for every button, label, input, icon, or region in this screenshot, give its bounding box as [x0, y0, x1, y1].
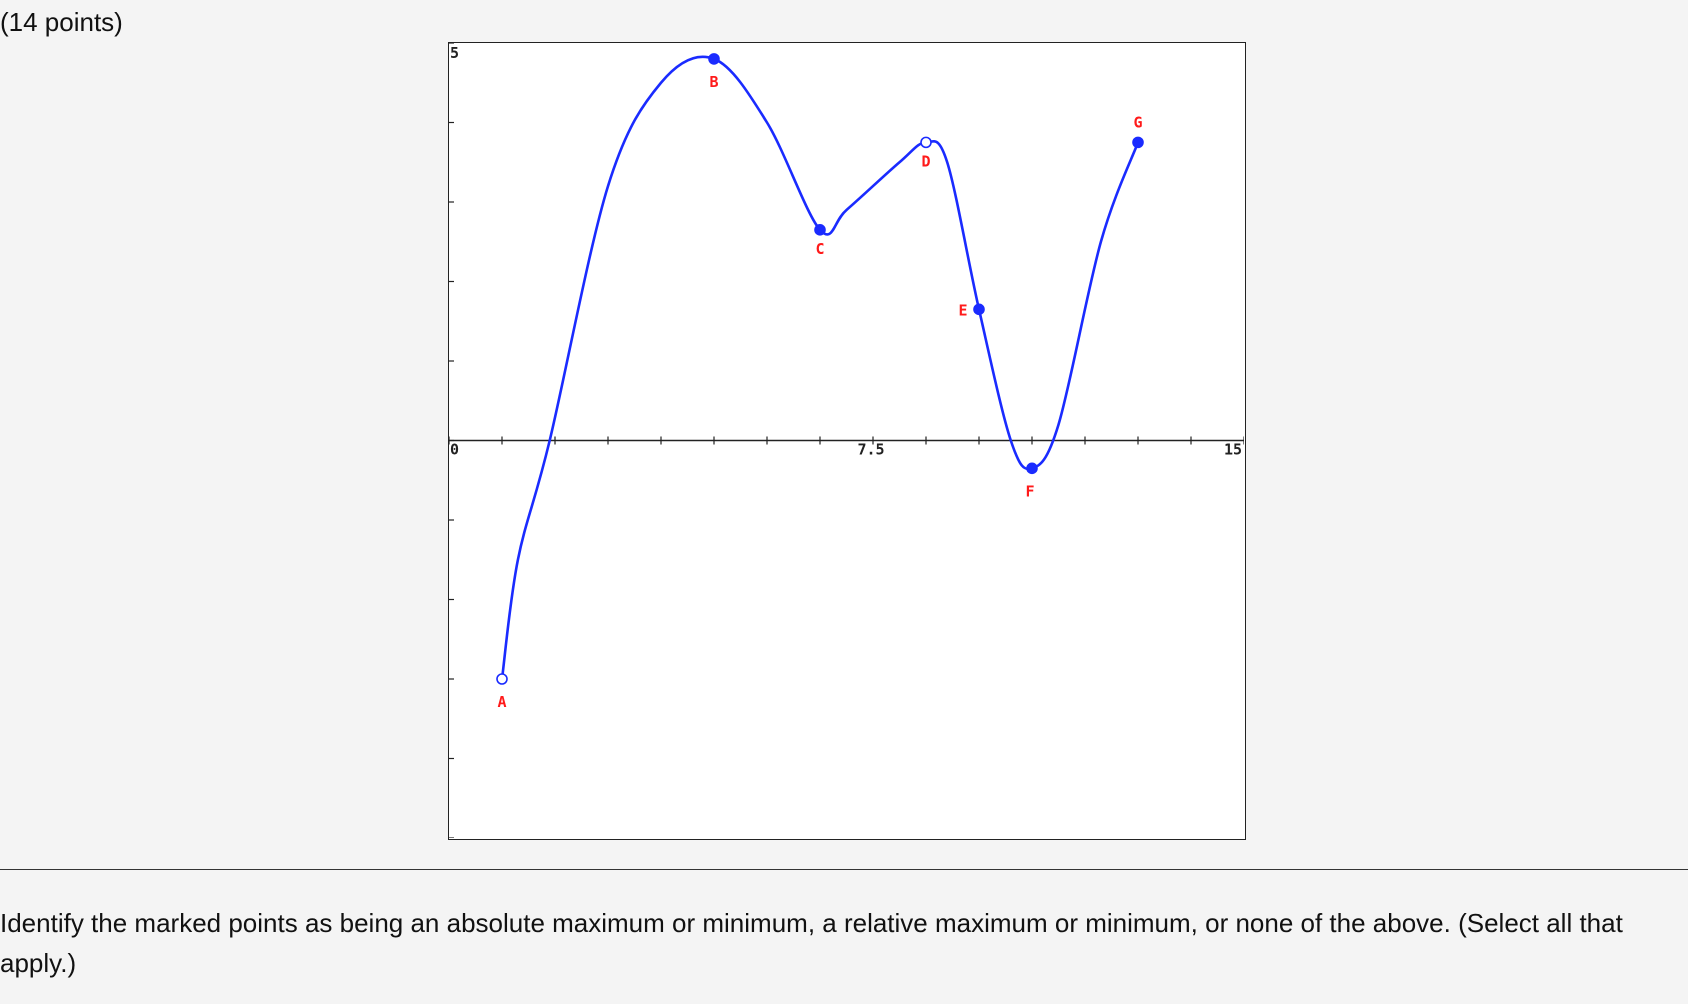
- point-marker-g: [1132, 136, 1144, 149]
- point-label-e: E: [958, 301, 967, 319]
- point-marker-c: [814, 224, 826, 236]
- function-curve: [500, 55, 1140, 680]
- point-label-d: D: [921, 152, 930, 170]
- x-axis-ticks: [449, 436, 1244, 445]
- point-marker-e: [973, 303, 985, 316]
- point-marker-f: [1026, 462, 1038, 475]
- point-label-g: G: [1133, 113, 1142, 131]
- x-tick-label-0: 0: [450, 441, 459, 459]
- divider: [0, 869, 1688, 870]
- point-markers: [496, 53, 1144, 685]
- x-tick-label-7.5: 7.5: [858, 441, 885, 459]
- question-text: Identify the marked points as being an a…: [0, 908, 1623, 978]
- y-tick-label-5: 5: [450, 44, 459, 62]
- points-label: (14 points): [0, 7, 123, 37]
- point-label-b: B: [709, 73, 718, 91]
- point-label-c: C: [815, 240, 824, 258]
- point-label-a: A: [497, 693, 506, 711]
- point-labels: A B C D E F G: [497, 73, 1142, 711]
- point-label-f: F: [1025, 482, 1034, 500]
- graph-frame: 0 7.5 15 5 A B C D E F G: [448, 42, 1246, 840]
- x-tick-label-15: 15: [1224, 441, 1242, 459]
- point-marker-b: [708, 53, 720, 65]
- point-marker-d: [920, 136, 932, 149]
- point-marker-a: [496, 673, 508, 685]
- function-graph: 0 7.5 15 5 A B C D E F G: [449, 43, 1244, 838]
